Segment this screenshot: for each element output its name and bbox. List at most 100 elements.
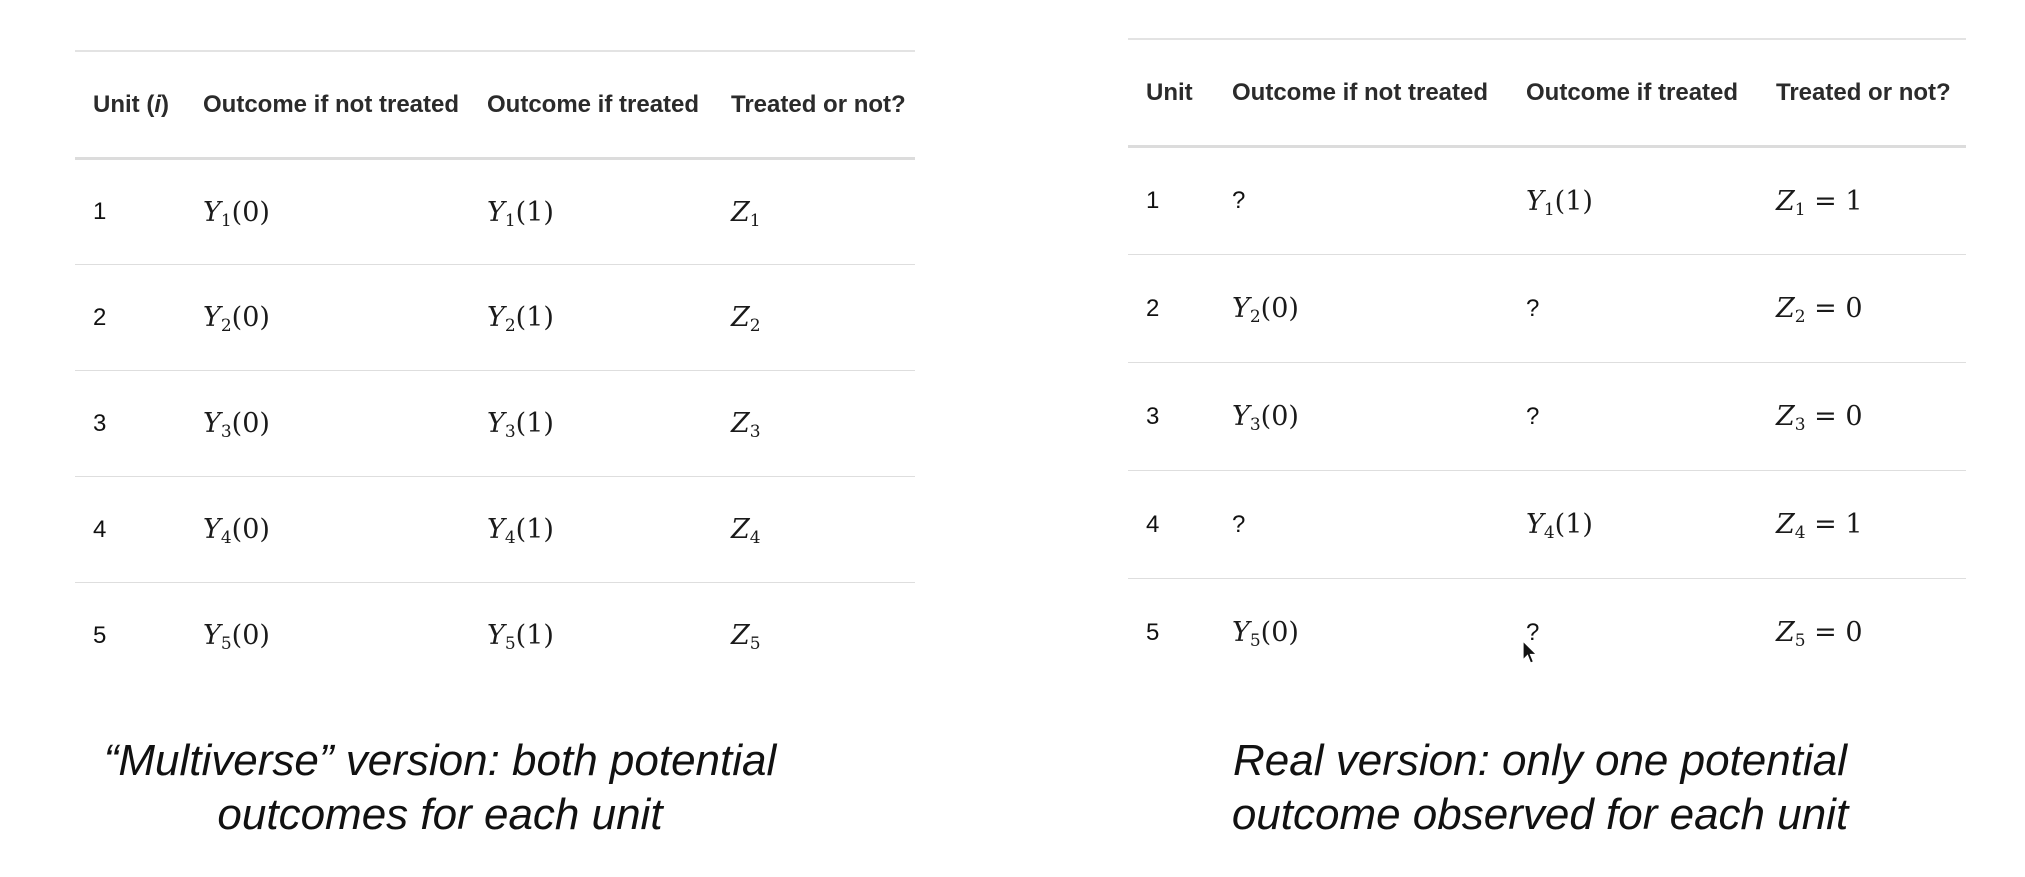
math-variable: Z [731,196,750,228]
math-expression: Y5(0) [203,620,270,655]
table-row: 4? Y 4 (1) Z4 = 1 [1128,470,1966,579]
cell-treatment: Z4 [713,476,915,583]
table-row: 3 Y3(0)? Z3 = 0 [1128,362,1966,471]
math-expression: Z4 [731,514,761,548]
math-subscript: 5 [1249,631,1261,652]
cell-outcome-treated: ? [1508,579,1758,687]
math-variable: Y [1232,401,1250,432]
math-expression: Y3(0) [203,408,270,442]
math-expression: Y2(1) [487,302,554,335]
math-subscript: 1 [1543,199,1555,220]
math-variable: Y [1526,185,1544,217]
math-variable: Y [203,620,221,652]
header-text: Outcome if treated [487,90,700,118]
math-variable: Y [1232,293,1250,324]
math-variable: Z [731,514,750,545]
math-subscript: 5 [220,634,232,655]
unknown-value: ? [1526,402,1540,430]
cell-outcome-not-treated: ? [1214,470,1508,579]
math-expression: Y2(0) [203,302,270,336]
math-variable: Y [487,196,505,228]
cell-unit: 1 [1128,146,1214,255]
math-subscript: 5 [1794,631,1806,652]
cell-outcome-not-treated: Y3(0) [185,370,469,477]
cell-unit: 4 [1128,470,1214,579]
cell-unit: 4 [75,476,185,583]
math-expression: Z3 = 0 [1776,401,1863,434]
math-subscript: 3 [504,422,516,442]
math-rest: (0) [231,196,270,228]
math-rest: (0) [231,302,270,333]
cell-treatment: Z2 [713,264,915,371]
header-text: Unit [1146,78,1193,106]
header-text: Outcome if not treated [203,90,460,118]
cell-outcome-not-treated: Y2(0) [185,264,469,371]
mouse-pointer-icon [1522,640,1538,664]
math-expression: Y1(1) [1526,185,1593,220]
math-variable: Y [203,196,221,228]
cell-unit: 2 [1128,254,1214,363]
cell-treatment: Z4 = 1 [1758,470,1966,579]
math-expression: Y5(0) [1232,617,1299,652]
math-expression: Y3(1) [487,408,554,442]
cell-outcome-not-treated: Y5(0) [185,583,469,689]
math-expression: Z2 = 0 [1776,293,1863,327]
math-expression: Z4 = 1 [1776,509,1863,543]
math-expression: Y3(0) [1232,401,1299,434]
math-variable: Y [203,408,221,439]
header-outcome-treated: Outcome if treated [1508,38,1758,148]
math-subscript: 1 [504,210,516,231]
cell-outcome-not-treated: Y3(0) [1214,362,1508,471]
math-subscript: 4 [220,528,232,548]
math-rest: (0) [1260,617,1299,649]
math-subscript: 4 [504,528,516,548]
math-expression: Z5 [731,620,761,655]
table-row: 4 Y4(0) Y4(1) Z4 [75,476,915,583]
real-caption: Real version: only one potential outcome… [1231,736,1849,839]
table-row: 1 Y1(0) Y1(1) Z1 [75,158,915,265]
header-italic: i [154,90,161,118]
header-text: Outcome if treated [1526,78,1739,106]
cell-outcome-treated: Y4(1) [469,476,713,583]
math-rest: (0) [231,620,270,652]
math-rest: (1) [1554,509,1593,540]
cell-outcome-treated: Y2(1) [469,264,713,371]
cell-unit: 5 [93,621,107,649]
math-expression: Y1(0) [203,196,270,230]
unknown-value: ? [1232,510,1246,538]
cell-treatment: Z3 [713,370,915,477]
multiverse-table: Unit (i) Outcome if not treated Outcome if… [75,50,915,689]
math-variable: Z [1776,509,1795,540]
math-rest: (1) [1554,185,1593,217]
header-treated-or-not: Treated or not? [713,50,915,160]
cell-treatment: Z3 = 0 [1758,362,1966,471]
math-subscript: 2 [1249,307,1261,327]
math-subscript: 4 [1794,523,1806,543]
math-variable: Z [1776,293,1795,324]
math-subscript: 5 [504,634,516,655]
math-subscript: 2 [1794,307,1806,327]
math-subscript: 5 [749,634,761,655]
table-body: 1 Y1(0) Y1(1) Z1 2 Y2(0) Y2(1) Z2 3 Y3(0) Y3(1) Z3 4… [75,158,915,689]
cell-outcome-not-treated: ? [1214,146,1508,255]
cell-treatment: Z5 [713,583,915,689]
math-rest: (0) [1260,293,1299,324]
math-subscript: 4 [749,528,761,548]
math-rest: (0) [231,514,270,545]
math-variable: Y [487,302,505,333]
header-row: Unit Outcome if not treated Outcome if tre… [1128,38,1966,148]
cell-outcome-not-treated: Y5(0) [1214,579,1508,687]
header-row: Unit (i) Outcome if not treated Outcome if… [75,50,915,160]
math-subscript: 3 [220,422,232,442]
math-expression: Z3 [731,408,761,441]
table-row: 2 Y2(0) Y2(1) Z2 [75,264,915,371]
math-variable: Y [1526,509,1544,540]
math-rest: (0) [1260,401,1299,432]
cell-outcome-not-treated: Y2(0) [1214,254,1508,363]
cell-outcome-not-treated: Y4(0) [185,476,469,583]
math-rest: = 1 [1805,509,1863,540]
multiverse-caption: “Multiverse” version: both potential out… [103,736,777,839]
math-rest: (1) [515,196,554,228]
math-subscript: 2 [220,316,232,336]
math-expression: Y4(1) [487,514,554,548]
